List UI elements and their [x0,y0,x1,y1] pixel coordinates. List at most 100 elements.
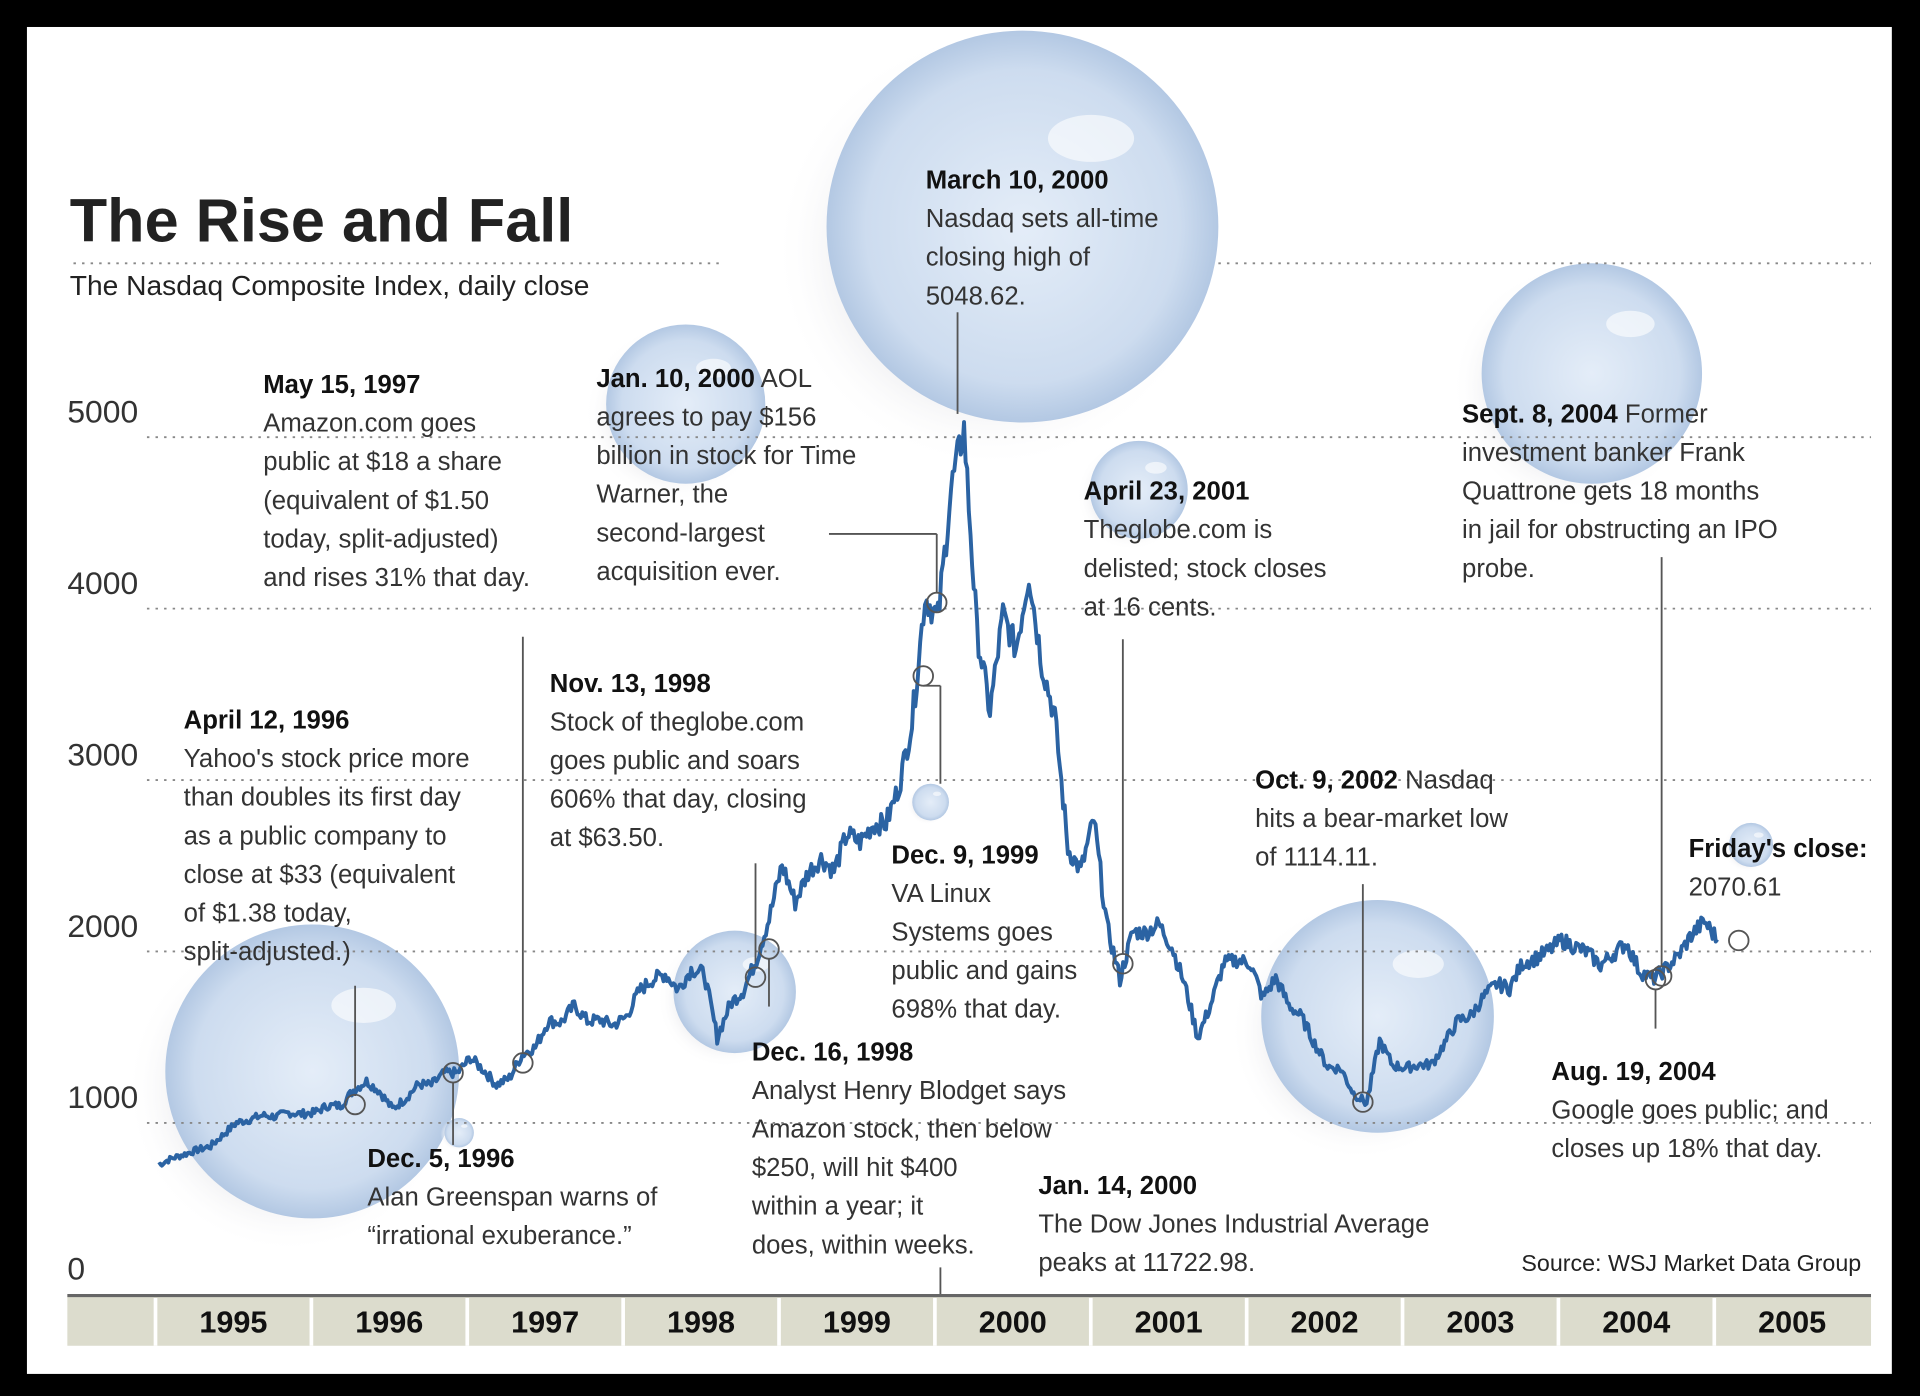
annotation-line: of 1114.11. [1255,844,1378,872]
annotation-inline-text: AOL [755,365,812,393]
source-note: Source: WSJ Market Data Group [1521,1250,1861,1276]
x-tick-label: 2001 [1135,1305,1203,1339]
bubble-highlight [1606,310,1655,338]
x-tick-label: 2002 [1290,1305,1358,1339]
annotation: Jan. 10, 2000 AOL agrees to pay $156 billi… [596,365,856,586]
annotation-line: Quattrone gets 18 months [1462,478,1759,506]
annotation-line: as a public company to [184,822,447,850]
annotation-line: Google goes public; and [1551,1097,1828,1125]
event-marker [912,665,934,687]
bubble [912,783,949,821]
annotation-heading: Dec. 16, 1998 [752,1038,914,1066]
annotation-heading: Jan. 14, 2000 [1038,1172,1197,1200]
x-tick-label: 1999 [823,1305,891,1339]
chart-subtitle: The Nasdaq Composite Index, daily close [70,270,590,301]
annotation-date: April 12, 1996 [184,707,350,735]
bubble-highlight [1753,832,1764,838]
bubble-highlight [696,358,732,378]
annotation-line: at $63.50. [550,824,664,852]
annotation-line: 698% that day. [891,996,1061,1024]
annotation-line: Theglobe.com is [1084,516,1273,544]
event-marker [758,938,780,960]
gridlines [73,262,1872,1124]
annotation-date: Dec. 9, 1999 [891,841,1038,869]
y-tick-label: 5000 [67,393,138,429]
annotation-line: in jail for obstructing an IPO [1462,516,1778,544]
annotation-heading: March 10, 2000 [926,167,1109,195]
annotation-date: March 10, 2000 [926,167,1109,195]
y-tick-label: 2000 [67,908,138,944]
annotation: March 10, 2000 Nasdaq sets all-time closin… [926,167,1159,311]
annotation: April 12, 1996 Yahoo's stock price more th… [184,707,470,966]
annotation: Sept. 8, 2004 Former investment banker Fr… [1462,400,1778,582]
event-marker [1112,953,1134,975]
annotation-inline-text: Former [1618,400,1708,428]
annotation-line: 2070.61 [1689,874,1782,902]
annotation-line: VA Linux [891,880,991,908]
annotation: Dec. 9, 1999 VA Linux Systems goes public a… [891,841,1077,1023]
annotation-date: Nov. 13, 1998 [550,670,711,698]
y-axis-labels: 0 1000 2000 3000 4000 5000 [67,393,138,1286]
event-marker [926,591,948,614]
annotation-line: billion in stock for Time [596,442,856,470]
annotation-line: closes up 18% that day. [1551,1135,1822,1163]
annotation-line: split-adjusted.) [184,938,351,966]
annotation: Friday's close: 2070.61 [1689,835,1868,902]
bubble-highlight [1145,461,1167,474]
annotation-line: Systems goes [891,918,1052,946]
annotation-line: $250, will hit $400 [752,1154,958,1182]
annotation-line: close at $33 (equivalent [184,861,456,889]
year-bar [67,1296,1872,1346]
annotation-line: Amazon.com goes [263,410,476,438]
annotation-line: agrees to pay $156 [596,404,816,432]
x-axis-year-bar: 1995 1996 1997 1998 1999 2000 2001 2002 2003 2004… [67,1294,1872,1346]
annotation-heading: Dec. 5, 1996 [367,1145,514,1173]
bubble-highlight [331,987,396,1023]
annotation-date: Friday's close: [1689,835,1868,863]
annotation-heading: May 15, 1997 [263,371,420,399]
event-marker [512,1052,534,1074]
annotation: Oct. 9, 2002 Nasdaq hits a bear-market lo… [1255,767,1508,872]
x-tick-label: 2003 [1446,1305,1514,1339]
annotation-heading: Friday's close: [1689,835,1868,863]
annotation-line: of $1.38 today, [184,899,352,927]
annotation-line: Stock of theglobe.com [550,708,804,736]
annotation-date: Oct. 9, 2002 [1255,767,1398,795]
annotation-heading: Oct. 9, 2002 Nasdaq [1255,767,1494,795]
annotation: Aug. 19, 2004 Google goes public; and clos… [1551,1058,1828,1163]
annotation-line: public at $18 a share [263,448,502,476]
annotation-line: “irrational exuberance.” [367,1222,631,1250]
annotation-date: April 23, 2001 [1084,478,1250,506]
bubble-highlight [1047,114,1135,162]
bubble [165,924,460,1219]
annotation-line: 606% that day, closing [550,786,807,814]
event-marker [744,966,767,988]
annotation-heading: April 12, 1996 [184,707,350,735]
annotation-line: Yahoo's stock price more [184,745,470,773]
annotation-line: Warner, the [596,481,728,509]
annotation-line: probe. [1462,555,1535,583]
x-tick-label: 2004 [1602,1305,1670,1339]
annotation-line: Alan Greenspan warns of [367,1184,658,1212]
x-tick-label: 1998 [667,1305,735,1339]
x-tick-label: 2000 [979,1305,1047,1339]
annotation-line: Nasdaq sets all-time [926,205,1159,233]
chart-title: The Rise and Fall [70,186,573,254]
annotation-line: within a year; it [751,1193,923,1221]
event-marker [1650,965,1673,987]
y-tick-label: 0 [67,1251,85,1287]
annotation-date: Dec. 16, 1998 [752,1038,914,1066]
annotation-heading: Aug. 19, 2004 [1551,1058,1716,1086]
annotation-heading: Sept. 8, 2004 Former [1462,400,1708,428]
bubble-highlight [933,791,942,797]
leader-lines [354,312,1663,1295]
annotation-line: than doubles its first day [184,784,461,812]
annotations: April 12, 1996 Yahoo's stock price more th… [184,167,1868,1277]
annotation-date: Aug. 19, 2004 [1551,1058,1716,1086]
event-marker [1728,929,1750,952]
x-tick-label: 1997 [511,1305,579,1339]
annotation-date: Jan. 14, 2000 [1038,1172,1197,1200]
annotation-date: Dec. 5, 1996 [367,1145,514,1173]
annotation-line: The Dow Jones Industrial Average [1038,1210,1429,1238]
